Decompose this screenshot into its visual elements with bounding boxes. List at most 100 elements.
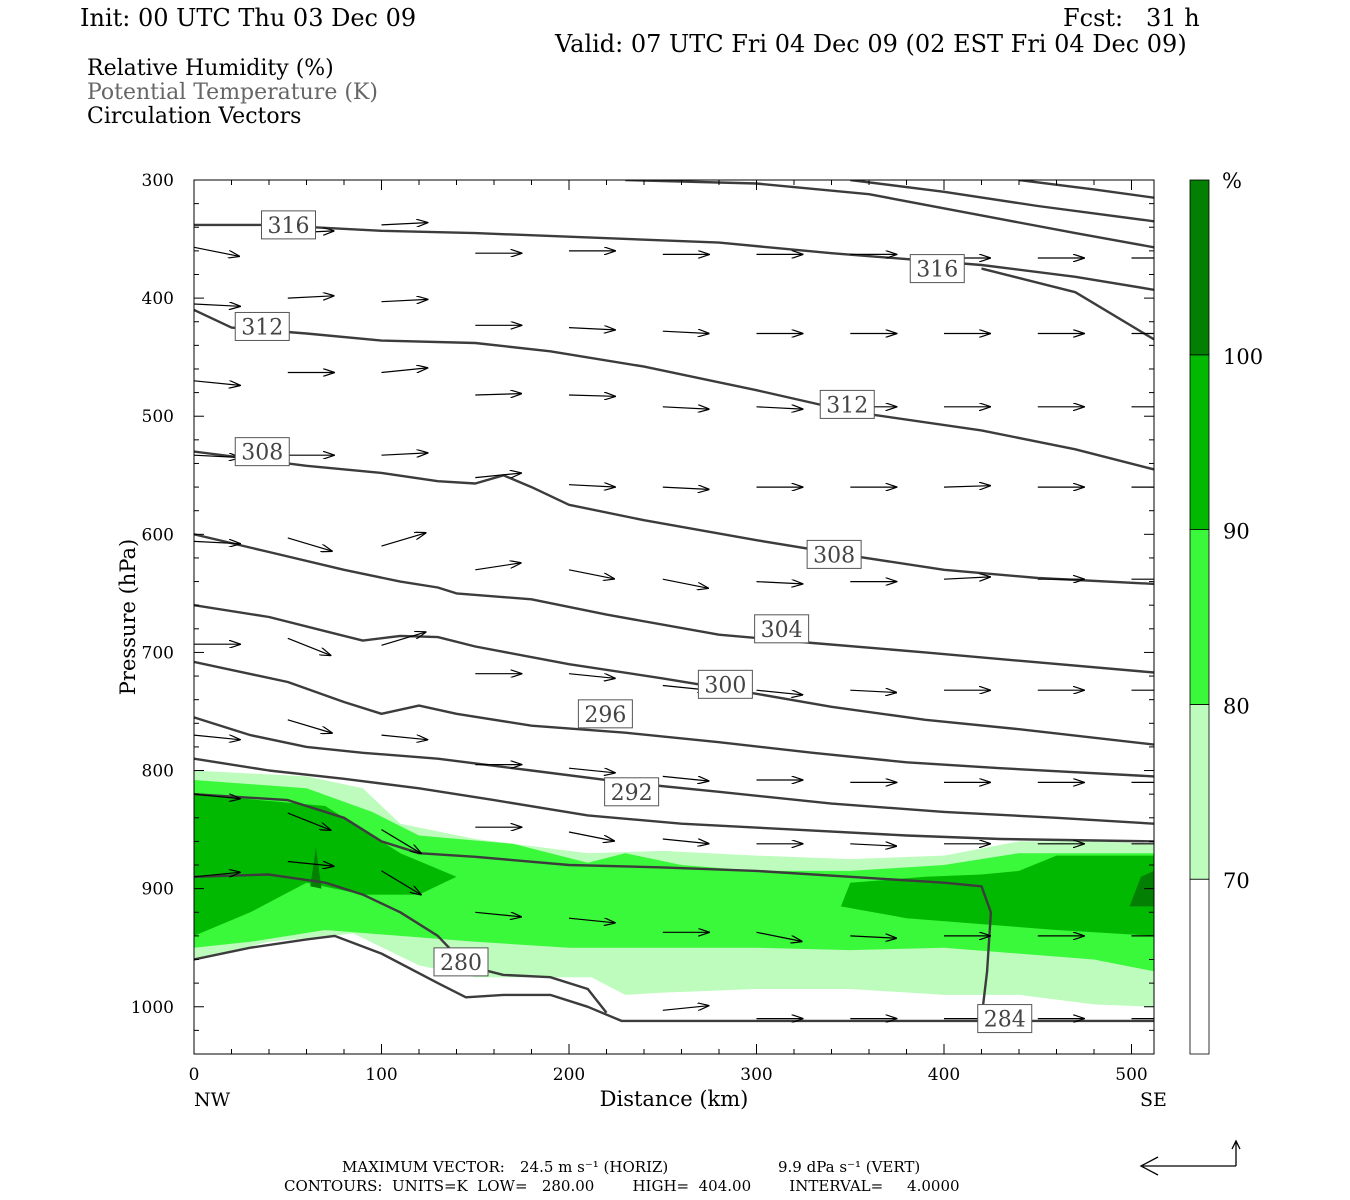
wind-vector bbox=[568, 673, 615, 679]
wind-vector bbox=[662, 487, 709, 489]
contour-label-box bbox=[754, 614, 810, 644]
theta-contour-316 bbox=[625, 180, 1154, 249]
wind-vector bbox=[287, 537, 332, 551]
colorbar-segment bbox=[1189, 179, 1210, 356]
wind-vector bbox=[568, 917, 615, 923]
wind-vector bbox=[475, 563, 520, 571]
contour-label-308: 308 bbox=[234, 437, 290, 467]
wind-vector bbox=[756, 931, 802, 941]
wind-vector bbox=[662, 1006, 709, 1011]
theta-contour-316 bbox=[194, 223, 1154, 291]
wind-vector bbox=[662, 331, 709, 333]
field-theta-label: Potential Temperature (K) bbox=[87, 80, 378, 105]
wind-vector bbox=[381, 299, 428, 301]
wind-vector bbox=[194, 304, 240, 306]
contour-label-text: 312 bbox=[826, 393, 868, 418]
x-tick-label: 500 bbox=[1115, 1065, 1147, 1085]
wind-vector bbox=[475, 394, 521, 395]
y-tick-label: 900 bbox=[142, 880, 174, 900]
y-tick-label: 500 bbox=[142, 407, 174, 427]
theta-contour-280 bbox=[194, 873, 608, 1014]
x-axis-label: Distance (km) bbox=[600, 1087, 749, 1111]
wind-vector bbox=[194, 246, 239, 256]
contour-label-text: 296 bbox=[584, 703, 626, 728]
y-tick-label: 600 bbox=[142, 525, 174, 545]
wind-vector bbox=[194, 380, 240, 386]
plot-frame bbox=[193, 179, 1155, 1055]
x-tick-label: 100 bbox=[365, 1065, 397, 1085]
axes: 300 400 500 600 700 800 900 1000 0 100 200 300 400 50… bbox=[116, 171, 1167, 1111]
wind-vector bbox=[287, 812, 331, 830]
contour-label-box bbox=[697, 669, 753, 699]
theta-contours bbox=[194, 180, 1154, 1023]
wind-vector bbox=[287, 637, 331, 655]
forecast-hour: Fcst: 31 h bbox=[1063, 4, 1200, 32]
rh-region-100+ bbox=[310, 847, 322, 889]
wind-vector bbox=[287, 296, 334, 298]
contour-label-304: 304 bbox=[754, 614, 810, 644]
wind-vector bbox=[568, 395, 615, 396]
y-tick-label: 800 bbox=[142, 762, 174, 782]
y-tick-label: 400 bbox=[142, 289, 174, 309]
contour-label-316: 316 bbox=[909, 254, 965, 284]
wind-vector bbox=[568, 831, 614, 841]
contour-label-box bbox=[261, 210, 316, 240]
theta-contour-304 bbox=[194, 533, 1154, 674]
colorbar-level-label: 100 bbox=[1223, 345, 1263, 369]
colorbar-level-label: 80 bbox=[1223, 694, 1250, 718]
y-axis-label: Pressure (hPa) bbox=[116, 539, 140, 695]
contour-label-text: 284 bbox=[984, 1008, 1026, 1033]
colorbar-segment bbox=[1189, 529, 1210, 705]
contour-label-box bbox=[806, 539, 862, 569]
y-tick-label: 1000 bbox=[131, 998, 174, 1018]
rh-region-80-90 bbox=[194, 780, 1154, 972]
contour-label-312: 312 bbox=[234, 311, 290, 341]
y-tick-label: 700 bbox=[142, 643, 174, 663]
theta-contour-316 bbox=[981, 267, 1154, 341]
colorbar-unit-label: % bbox=[1222, 169, 1242, 193]
contour-label-text: 300 bbox=[704, 673, 746, 698]
contour-label-text: 280 bbox=[440, 951, 482, 976]
colorbar: 70 80 90 100% bbox=[1189, 169, 1263, 1055]
rh-region-100+ bbox=[1129, 870, 1154, 907]
theta-contour-292 bbox=[194, 716, 1154, 825]
wind-vector bbox=[850, 844, 896, 846]
contour-label-text: 316 bbox=[916, 258, 958, 283]
wind-vector bbox=[381, 829, 421, 854]
wind-vector bbox=[756, 407, 803, 409]
x-tick-label: 0 bbox=[189, 1065, 200, 1085]
colorbar-level-label: 70 bbox=[1223, 869, 1250, 893]
wind-vector bbox=[194, 872, 240, 878]
wind-vector bbox=[662, 838, 709, 844]
circulation-vectors bbox=[194, 223, 1154, 1019]
y-tick-label: 300 bbox=[142, 171, 174, 191]
contour-label-text: 304 bbox=[761, 618, 803, 643]
max-vector-horiz: 24.5 m s⁻¹ (HORIZ) bbox=[520, 1158, 669, 1176]
wind-vector bbox=[194, 455, 240, 457]
field-vectors-label: Circulation Vectors bbox=[87, 104, 302, 129]
wind-vector bbox=[287, 860, 334, 867]
wind-vector bbox=[943, 577, 990, 579]
valid-time: Valid: 07 UTC Fri 04 Dec 09 (02 EST Fri … bbox=[555, 30, 1187, 58]
colorbar-segment bbox=[1189, 878, 1210, 1055]
wind-vector bbox=[381, 368, 428, 374]
theta-contour-308 bbox=[194, 450, 1154, 586]
x-left-endpoint: NW bbox=[194, 1089, 231, 1111]
reference-vector-icon bbox=[1139, 1139, 1241, 1176]
contour-label-box bbox=[577, 699, 633, 729]
theta-contour-296 bbox=[194, 660, 1154, 778]
wind-vector bbox=[943, 486, 990, 487]
wind-vector bbox=[662, 578, 708, 588]
wind-vector bbox=[850, 690, 896, 692]
contour-label-text: 312 bbox=[241, 315, 283, 340]
contour-label-300: 300 bbox=[697, 669, 753, 699]
wind-vector bbox=[381, 870, 421, 895]
contour-label-280: 280 bbox=[433, 947, 489, 977]
wind-vector bbox=[475, 911, 521, 917]
wind-vector bbox=[756, 582, 803, 584]
wind-vector bbox=[475, 473, 521, 479]
wind-vector bbox=[381, 632, 426, 646]
x-tick-label: 400 bbox=[928, 1065, 960, 1085]
wind-vector bbox=[381, 533, 426, 547]
